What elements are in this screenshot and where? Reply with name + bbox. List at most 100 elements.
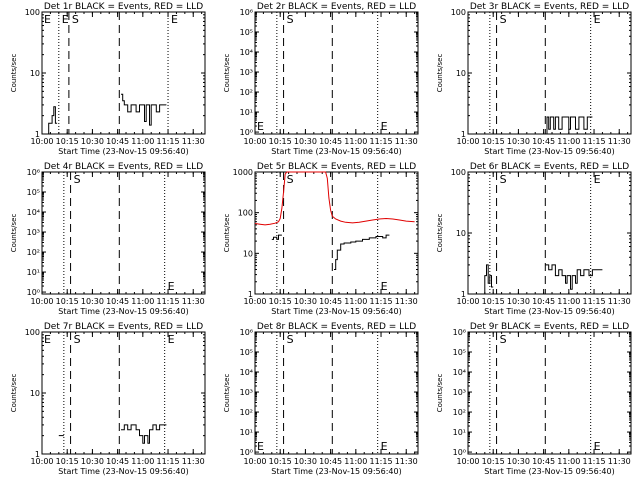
- corner-label-E: E: [257, 120, 264, 133]
- events-series-line: [121, 93, 167, 126]
- corner-label-E: E: [44, 333, 51, 346]
- y-axis-label: Counts/sec: [10, 214, 18, 253]
- panel-title: Det 3r BLACK = Events, RED = LLD: [470, 2, 629, 12]
- x-axis-label: Start Time (23-Nov-15 09:56:40): [271, 467, 401, 476]
- plot-frame: [41, 11, 206, 135]
- y-tick-label: 10³: [240, 68, 253, 77]
- marker-label-S: S: [287, 173, 294, 186]
- y-tick-label: 100: [238, 209, 253, 218]
- x-tick-label: 10:30: [81, 137, 104, 146]
- y-axis-label: Counts/sec: [436, 54, 444, 93]
- panel-det-8r: Det 8r BLACK = Events, RED = LLD 10⁰ 10¹ 10…: [223, 322, 419, 476]
- events-series-line: [42, 106, 58, 135]
- y-axis-label: Counts/sec: [436, 214, 444, 253]
- marker-label-S: S: [500, 13, 507, 26]
- y-tick-label: 10³: [240, 388, 253, 397]
- panel-title: Det 2r BLACK = Events, RED = LLD: [257, 2, 416, 12]
- x-tick-label: 11:30: [608, 457, 631, 466]
- x-tick-label: 11:00: [131, 457, 154, 466]
- marker-label-E: E: [62, 13, 69, 26]
- y-tick-label: 10⁶: [240, 328, 253, 337]
- x-tick-label: 10:00: [30, 137, 53, 146]
- x-tick-label: 10:15: [482, 457, 505, 466]
- plot-frame: [254, 11, 419, 135]
- x-tick-label: 10:00: [456, 457, 479, 466]
- x-tick-label: 11:15: [582, 457, 605, 466]
- x-tick-label: 11:00: [557, 457, 580, 466]
- panel-det-9r: Det 9r BLACK = Events, RED = LLD 10⁰ 10¹ 10…: [436, 322, 632, 476]
- y-tick-label: 10⁵: [27, 188, 40, 197]
- y-tick-label: 1: [461, 130, 466, 139]
- y-tick-label: 10⁵: [453, 348, 466, 357]
- y-tick-label: 10: [243, 249, 253, 258]
- panel-det-7r: Det 7r BLACK = Events, RED = LLD 1 10 100 10…: [10, 322, 206, 476]
- marker-label-E: E: [594, 173, 601, 186]
- marker-label-S: S: [287, 333, 294, 346]
- marker-label-E: E: [594, 440, 601, 453]
- y-tick-label: 10⁶: [453, 328, 466, 337]
- y-tick-label: 1: [35, 130, 40, 139]
- y-tick-label: 10⁴: [453, 368, 466, 377]
- y-tick-label: 10²: [453, 408, 466, 417]
- y-tick-label: 10⁴: [27, 208, 40, 217]
- plot-frame: [41, 171, 206, 295]
- y-tick-label: 100: [451, 168, 466, 177]
- events-series-line: [271, 234, 282, 240]
- y-tick-label: 1000: [233, 168, 253, 177]
- x-axis-label: Start Time (23-Nov-15 09:56:40): [484, 147, 614, 156]
- y-tick-label: 10⁰: [27, 288, 40, 297]
- y-axis-label: Counts/sec: [436, 374, 444, 413]
- panel-det-1r: Det 1r BLACK = Events, RED = LLD 1 10 100 10…: [10, 2, 206, 156]
- x-tick-label: 10:45: [106, 297, 129, 306]
- panel-det-4r: Det 4r BLACK = Events, RED = LLD 10⁰ 10¹ 10…: [10, 162, 206, 316]
- x-tick-label: 10:00: [456, 137, 479, 146]
- y-axis-label: Counts/sec: [223, 374, 231, 413]
- x-tick-label: 10:15: [482, 297, 505, 306]
- x-tick-label: 11:00: [344, 297, 367, 306]
- panel-title: Det 1r BLACK = Events, RED = LLD: [44, 2, 203, 12]
- y-tick-label: 1: [35, 450, 40, 459]
- y-tick-label: 10⁴: [240, 48, 253, 57]
- y-tick-label: 10: [30, 69, 40, 78]
- y-tick-label: 10¹: [27, 268, 40, 277]
- y-tick-label: 10: [456, 69, 466, 78]
- x-tick-label: 10:30: [294, 457, 317, 466]
- x-tick-label: 10:30: [294, 137, 317, 146]
- y-tick-label: 10⁴: [240, 368, 253, 377]
- marker-label-E: E: [168, 333, 175, 346]
- x-tick-label: 11:15: [156, 137, 179, 146]
- marker-label-S: S: [72, 13, 79, 26]
- y-tick-label: 10¹: [453, 428, 466, 437]
- plot-frame: [467, 171, 632, 295]
- x-tick-label: 10:45: [106, 457, 129, 466]
- y-tick-label: 1: [461, 290, 466, 299]
- y-tick-label: 10⁵: [240, 348, 253, 357]
- x-tick-label: 10:00: [243, 457, 266, 466]
- x-tick-label: 11:00: [557, 137, 580, 146]
- marker-label-S: S: [287, 13, 294, 26]
- x-tick-label: 10:30: [507, 137, 530, 146]
- y-tick-label: 10³: [453, 388, 466, 397]
- x-tick-label: 11:15: [369, 297, 392, 306]
- y-tick-label: 10: [456, 229, 466, 238]
- y-tick-label: 100: [25, 8, 40, 17]
- panel-title: Det 5r BLACK = Events, RED = LLD: [257, 162, 416, 172]
- y-axis-label: Counts/sec: [10, 374, 18, 413]
- panel-det-6r: Det 6r BLACK = Events, RED = LLD 1 10 100 10…: [436, 162, 632, 316]
- events-series-line: [121, 424, 167, 444]
- panel-title: Det 6r BLACK = Events, RED = LLD: [470, 162, 629, 172]
- x-tick-label: 11:15: [156, 297, 179, 306]
- x-tick-label: 10:45: [319, 297, 342, 306]
- x-tick-label: 10:15: [56, 457, 79, 466]
- x-axis-label: Start Time (23-Nov-15 09:56:40): [484, 467, 614, 476]
- x-tick-label: 11:30: [182, 297, 205, 306]
- panel-title: Det 9r BLACK = Events, RED = LLD: [470, 322, 629, 332]
- x-tick-label: 10:00: [456, 297, 479, 306]
- y-tick-label: 10²: [240, 88, 253, 97]
- x-tick-label: 10:30: [81, 297, 104, 306]
- marker-label-E: E: [381, 440, 388, 453]
- x-axis-label: Start Time (23-Nov-15 09:56:40): [58, 147, 188, 156]
- panel-title: Det 8r BLACK = Events, RED = LLD: [257, 322, 416, 332]
- marker-label-S: S: [74, 173, 81, 186]
